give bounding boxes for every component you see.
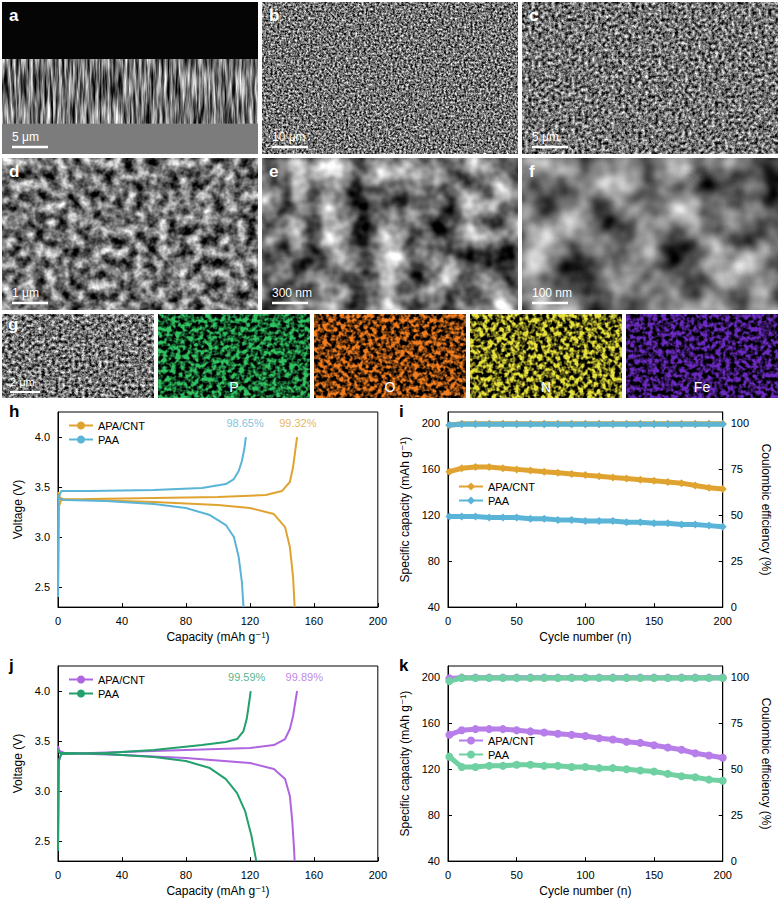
svg-text:Voltage (V): Voltage (V) — [11, 734, 25, 793]
svg-text:Cycle number (n): Cycle number (n) — [539, 884, 631, 898]
svg-text:75: 75 — [731, 463, 743, 475]
svg-text:j: j — [8, 656, 14, 675]
svg-text:0: 0 — [55, 869, 61, 881]
svg-text:100: 100 — [731, 417, 749, 429]
svg-text:PAA: PAA — [98, 434, 120, 446]
svg-text:P: P — [229, 379, 238, 395]
svg-text:40: 40 — [116, 615, 128, 627]
svg-text:100 nm: 100 nm — [532, 286, 572, 300]
svg-text:Coulombic efficiency (%): Coulombic efficiency (%) — [759, 444, 773, 576]
svg-text:4.0: 4.0 — [35, 685, 50, 697]
svg-text:100: 100 — [576, 615, 594, 627]
svg-text:PAA: PAA — [488, 749, 510, 761]
svg-text:98.65%: 98.65% — [226, 417, 264, 429]
svg-text:Voltage (V): Voltage (V) — [11, 480, 25, 539]
svg-text:h: h — [9, 402, 19, 421]
svg-text:80: 80 — [180, 615, 192, 627]
svg-text:25: 25 — [731, 555, 743, 567]
svg-text:0: 0 — [445, 615, 451, 627]
svg-text:O: O — [385, 379, 396, 395]
svg-text:40: 40 — [428, 855, 440, 867]
svg-text:5 μm: 5 μm — [12, 130, 39, 144]
svg-text:0: 0 — [55, 615, 61, 627]
svg-text:N: N — [541, 379, 551, 395]
svg-text:120: 120 — [241, 869, 259, 881]
svg-text:2.5: 2.5 — [35, 835, 50, 847]
svg-text:10 μm: 10 μm — [272, 130, 306, 144]
svg-text:50: 50 — [511, 615, 523, 627]
svg-text:100: 100 — [576, 869, 594, 881]
svg-text:e: e — [269, 162, 278, 181]
svg-text:99.59%: 99.59% — [228, 671, 266, 683]
svg-text:160: 160 — [422, 717, 440, 729]
svg-text:99.32%: 99.32% — [279, 417, 317, 429]
svg-text:PAA: PAA — [98, 688, 120, 700]
svg-text:Specific capacity (mAh g⁻¹): Specific capacity (mAh g⁻¹) — [398, 691, 412, 837]
svg-text:50: 50 — [731, 763, 743, 775]
svg-text:120: 120 — [422, 509, 440, 521]
svg-text:40: 40 — [116, 869, 128, 881]
svg-text:f: f — [529, 162, 535, 181]
svg-text:i: i — [399, 402, 404, 421]
svg-text:200: 200 — [422, 417, 440, 429]
svg-text:APA/CNT: APA/CNT — [98, 420, 145, 432]
svg-text:k: k — [399, 656, 409, 675]
svg-text:0: 0 — [731, 855, 737, 867]
svg-text:200: 200 — [422, 671, 440, 683]
svg-text:3.0: 3.0 — [35, 785, 50, 797]
svg-text:150: 150 — [645, 615, 663, 627]
svg-text:4.0: 4.0 — [35, 431, 50, 443]
svg-text:160: 160 — [422, 463, 440, 475]
svg-text:80: 80 — [428, 555, 440, 567]
svg-text:3.5: 3.5 — [35, 735, 50, 747]
svg-text:80: 80 — [180, 869, 192, 881]
svg-text:APA/CNT: APA/CNT — [98, 674, 145, 686]
svg-text:b: b — [269, 6, 279, 25]
svg-text:200: 200 — [369, 615, 387, 627]
svg-text:g: g — [8, 315, 18, 334]
svg-text:160: 160 — [305, 615, 323, 627]
svg-text:PAA: PAA — [488, 495, 510, 507]
svg-text:50: 50 — [511, 869, 523, 881]
svg-text:3.0: 3.0 — [35, 531, 50, 543]
svg-text:Specific capacity (mAh g⁻¹): Specific capacity (mAh g⁻¹) — [398, 437, 412, 583]
svg-text:50: 50 — [731, 509, 743, 521]
svg-text:1 μm: 1 μm — [12, 286, 39, 300]
svg-text:0: 0 — [731, 601, 737, 613]
svg-text:2 μm: 2 μm — [10, 376, 35, 388]
svg-text:5 μm: 5 μm — [532, 130, 559, 144]
svg-text:40: 40 — [428, 601, 440, 613]
svg-text:75: 75 — [731, 717, 743, 729]
svg-text:120: 120 — [241, 615, 259, 627]
svg-text:100: 100 — [731, 671, 749, 683]
svg-text:APA/CNT: APA/CNT — [488, 735, 535, 747]
svg-text:200: 200 — [714, 869, 732, 881]
svg-text:d: d — [9, 162, 19, 181]
svg-text:200: 200 — [714, 615, 732, 627]
svg-text:200: 200 — [369, 869, 387, 881]
svg-text:3.5: 3.5 — [35, 481, 50, 493]
svg-text:2.5: 2.5 — [35, 581, 50, 593]
svg-text:160: 160 — [305, 869, 323, 881]
svg-text:Capacity (mAh g⁻¹): Capacity (mAh g⁻¹) — [166, 884, 269, 898]
svg-text:120: 120 — [422, 763, 440, 775]
svg-text:APA/CNT: APA/CNT — [488, 481, 535, 493]
svg-text:150: 150 — [645, 869, 663, 881]
svg-text:Capacity (mAh g⁻¹): Capacity (mAh g⁻¹) — [166, 630, 269, 644]
svg-text:80: 80 — [428, 809, 440, 821]
svg-text:25: 25 — [731, 809, 743, 821]
svg-text:Cycle number (n): Cycle number (n) — [539, 630, 631, 644]
svg-text:Coulombic efficiency (%): Coulombic efficiency (%) — [759, 698, 773, 830]
svg-text:c: c — [529, 6, 538, 25]
svg-text:0: 0 — [445, 869, 451, 881]
svg-text:Fe: Fe — [694, 379, 711, 395]
svg-text:a: a — [9, 6, 19, 25]
svg-text:300 nm: 300 nm — [272, 286, 312, 300]
svg-text:99.89%: 99.89% — [286, 671, 324, 683]
